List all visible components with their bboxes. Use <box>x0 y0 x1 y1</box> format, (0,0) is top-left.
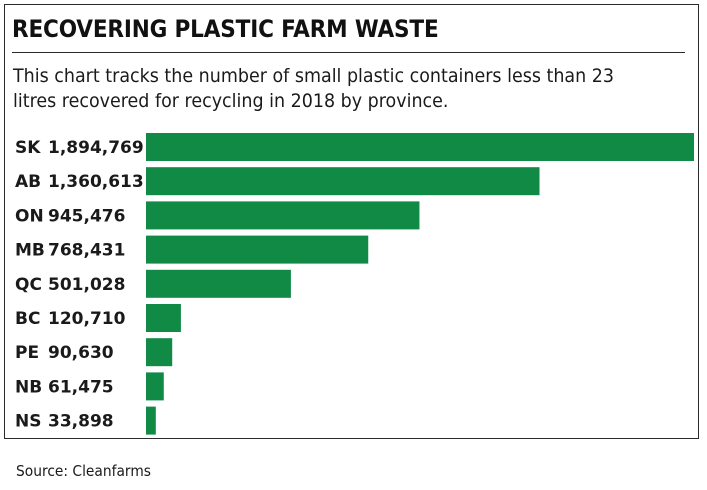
value-label: 1,894,769 <box>48 138 144 158</box>
category-label: ON <box>15 206 44 226</box>
category-label: SK <box>15 138 41 158</box>
value-label: 501,028 <box>48 275 125 295</box>
bar-nb <box>146 372 164 401</box>
value-label: 768,431 <box>48 241 125 261</box>
bar-on <box>146 201 420 230</box>
chart-subtitle: This chart tracks the number of small pl… <box>13 65 615 112</box>
bar-pe <box>146 338 173 367</box>
bar-qc <box>146 269 291 298</box>
bar-ab <box>146 167 540 196</box>
bar-sk <box>146 133 694 161</box>
value-label: 120,710 <box>48 309 126 329</box>
value-label: 33,898 <box>48 412 114 432</box>
category-label: NS <box>15 412 41 432</box>
source-note: Source: Cleanfarms <box>16 462 151 480</box>
title-divider <box>12 52 685 53</box>
bar-bc <box>146 304 181 332</box>
chart-title: RECOVERING PLASTIC FARM WASTE <box>12 15 439 43</box>
value-label: 90,630 <box>48 343 114 363</box>
value-label: 945,476 <box>48 206 125 226</box>
bar-mb <box>146 235 369 264</box>
category-label: BC <box>15 309 40 329</box>
value-label: 1,360,613 <box>48 172 144 192</box>
category-label: AB <box>15 172 41 192</box>
category-label: PE <box>15 343 39 363</box>
bar-ns <box>146 406 156 435</box>
value-label: 61,475 <box>48 377 114 397</box>
category-label: QC <box>15 275 42 295</box>
category-label: NB <box>15 377 42 397</box>
category-label: MB <box>15 241 45 261</box>
chart-frame <box>4 4 699 439</box>
